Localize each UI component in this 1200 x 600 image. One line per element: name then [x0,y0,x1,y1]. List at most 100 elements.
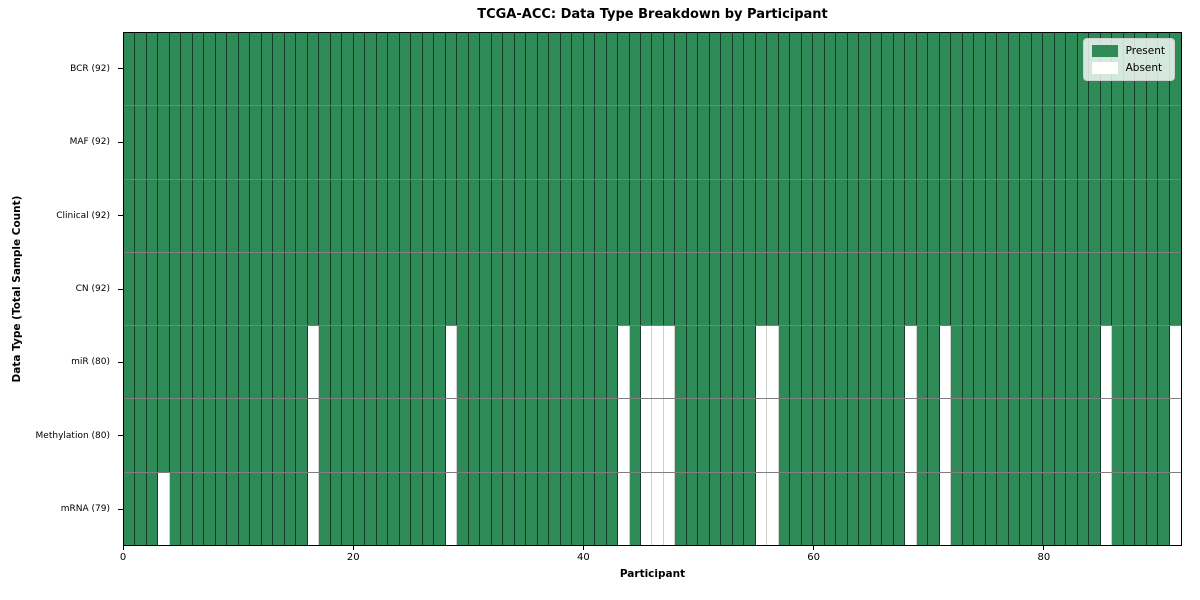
heatmap-cell [526,252,538,326]
heatmap-cell [215,106,228,179]
heatmap-cell [652,106,664,179]
heatmap-cell [411,33,423,106]
heatmap-cell [606,326,619,399]
heatmap-cell [778,252,791,326]
heatmap-cell [296,106,308,179]
heatmap-cell [583,106,596,179]
heatmap-cell [1123,252,1136,326]
heatmap-cell [939,33,952,106]
heatmap-cell [399,399,412,472]
heatmap-cell [997,399,1009,472]
heatmap-cell [709,472,722,545]
heatmap-cell [181,326,193,399]
heatmap-cell [1112,399,1124,472]
heatmap-cell [595,252,607,326]
heatmap-cell [549,33,561,106]
heatmap-cell [526,326,538,399]
heatmap-cell [1100,179,1113,252]
heatmap-cell [882,106,894,179]
heatmap-cell [124,252,136,326]
y-tick-label: BCR (92) [70,63,110,74]
heatmap-cell [457,33,469,106]
y-tick-label: miR (80) [71,357,110,368]
heatmap-cell [1008,179,1021,252]
heatmap-cell [997,326,1009,399]
heatmap-cell [1066,106,1078,179]
legend-entry: Present [1091,45,1165,57]
heatmap-cell [916,252,929,326]
heatmap-cell [135,33,147,106]
heatmap-cell [1100,472,1113,545]
heatmap-cell [824,179,837,252]
heatmap-cell [342,252,354,326]
heatmap-cell [124,472,136,545]
heatmap-cell [951,179,963,252]
heatmap-cell [204,179,216,252]
heatmap-cell [847,326,860,399]
heatmap-cell [698,399,710,472]
heatmap-cell [227,106,239,179]
heatmap-cell [1100,106,1113,179]
heatmap-cell [560,106,573,179]
heatmap-cell [146,252,159,326]
heatmap-cell [974,399,986,472]
heatmap-cell [985,179,998,252]
heatmap-cell [480,179,492,252]
heatmap-cell [698,179,710,252]
heatmap-cell [124,106,136,179]
heatmap-cell [342,472,354,545]
heatmap-cell [227,326,239,399]
heatmap-cell [813,326,825,399]
heatmap-cell [629,472,641,545]
heatmap-cell [319,252,331,326]
y-tick-label: MAF (92) [69,137,110,148]
heatmap-cell [824,33,837,106]
legend-label: Present [1125,45,1165,57]
heatmap-cell [135,179,147,252]
heatmap-cell [801,179,814,252]
heatmap-cell [1031,106,1044,179]
heatmap-cell [261,179,274,252]
heatmap-cell [951,472,963,545]
heatmap-cell [801,326,814,399]
heatmap-cell [709,399,722,472]
heatmap-cell [1031,326,1044,399]
heatmap-cell [399,252,412,326]
heatmap-cell [778,33,791,106]
heatmap-cell [732,399,745,472]
heatmap-cell [388,326,400,399]
heatmap-cell [1054,252,1067,326]
heatmap-cell [365,472,377,545]
heatmap-cell [629,33,641,106]
heatmap-cell [1008,472,1021,545]
heatmap-cell [606,33,619,106]
heatmap-cell [1077,326,1090,399]
heatmap-cell [767,326,779,399]
heatmap-cell [951,33,963,106]
x-tick-label: 0 [119,552,127,563]
heatmap-cell [813,472,825,545]
legend-label: Absent [1125,62,1163,74]
heatmap-cell [1146,106,1159,179]
heatmap-cell [859,179,871,252]
heatmap-cell [893,106,906,179]
heatmap-cell [491,472,504,545]
heatmap-cell [675,326,687,399]
heatmap-cell [204,326,216,399]
heatmap-cell [296,472,308,545]
heatmap-cell [985,252,998,326]
y-tick-mark [118,435,123,437]
heatmap-cell [261,326,274,399]
heatmap-cell [284,179,297,252]
heatmap-cell [974,472,986,545]
heatmap-cell [457,326,469,399]
heatmap-cell [641,472,653,545]
heatmap-cell [215,252,228,326]
heatmap-row [124,399,1181,473]
heatmap-cell [192,399,205,472]
heatmap-cell [997,472,1009,545]
heatmap-cell [468,252,481,326]
heatmap-cell [1031,252,1044,326]
heatmap-cell [307,106,320,179]
heatmap-cell [514,252,527,326]
